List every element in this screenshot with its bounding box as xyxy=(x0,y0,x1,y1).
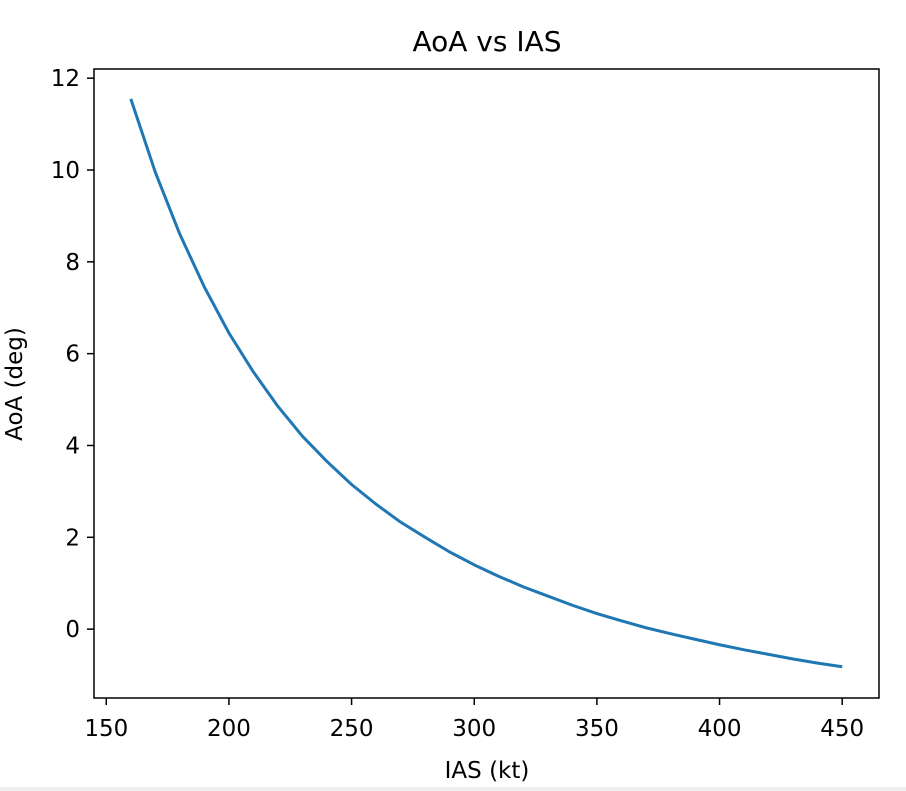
x-tick-label: 200 xyxy=(207,716,251,742)
x-tick-label: 400 xyxy=(698,716,742,742)
x-tick-label: 300 xyxy=(452,716,496,742)
y-tick-label: 8 xyxy=(65,250,80,276)
y-tick-label: 6 xyxy=(65,342,80,368)
x-axis-ticks: 150 200 250 300 350 400 450 xyxy=(84,698,864,742)
y-tick-label: 12 xyxy=(51,66,80,92)
x-axis-label: IAS (kt) xyxy=(445,758,530,784)
axes-frame xyxy=(93,68,880,699)
x-tick-label: 350 xyxy=(575,716,619,742)
y-tick-label: 4 xyxy=(65,433,80,459)
series-line xyxy=(129,98,843,669)
chart-title: AoA vs IAS xyxy=(412,25,561,58)
y-axis-ticks: 0 2 4 6 8 10 12 xyxy=(51,66,94,643)
x-tick-label: 450 xyxy=(820,716,864,742)
x-tick-label: 150 xyxy=(84,716,128,742)
plot-area: 150 200 250 300 350 400 450 0 2 4 6 8 10 12 xyxy=(51,66,880,742)
x-tick-label: 250 xyxy=(330,716,374,742)
y-tick-label: 10 xyxy=(51,158,80,184)
y-tick-label: 0 xyxy=(65,617,80,643)
y-tick-label: 2 xyxy=(65,525,80,551)
bottom-divider xyxy=(0,787,906,791)
y-axis-label: AoA (deg) xyxy=(2,327,28,441)
